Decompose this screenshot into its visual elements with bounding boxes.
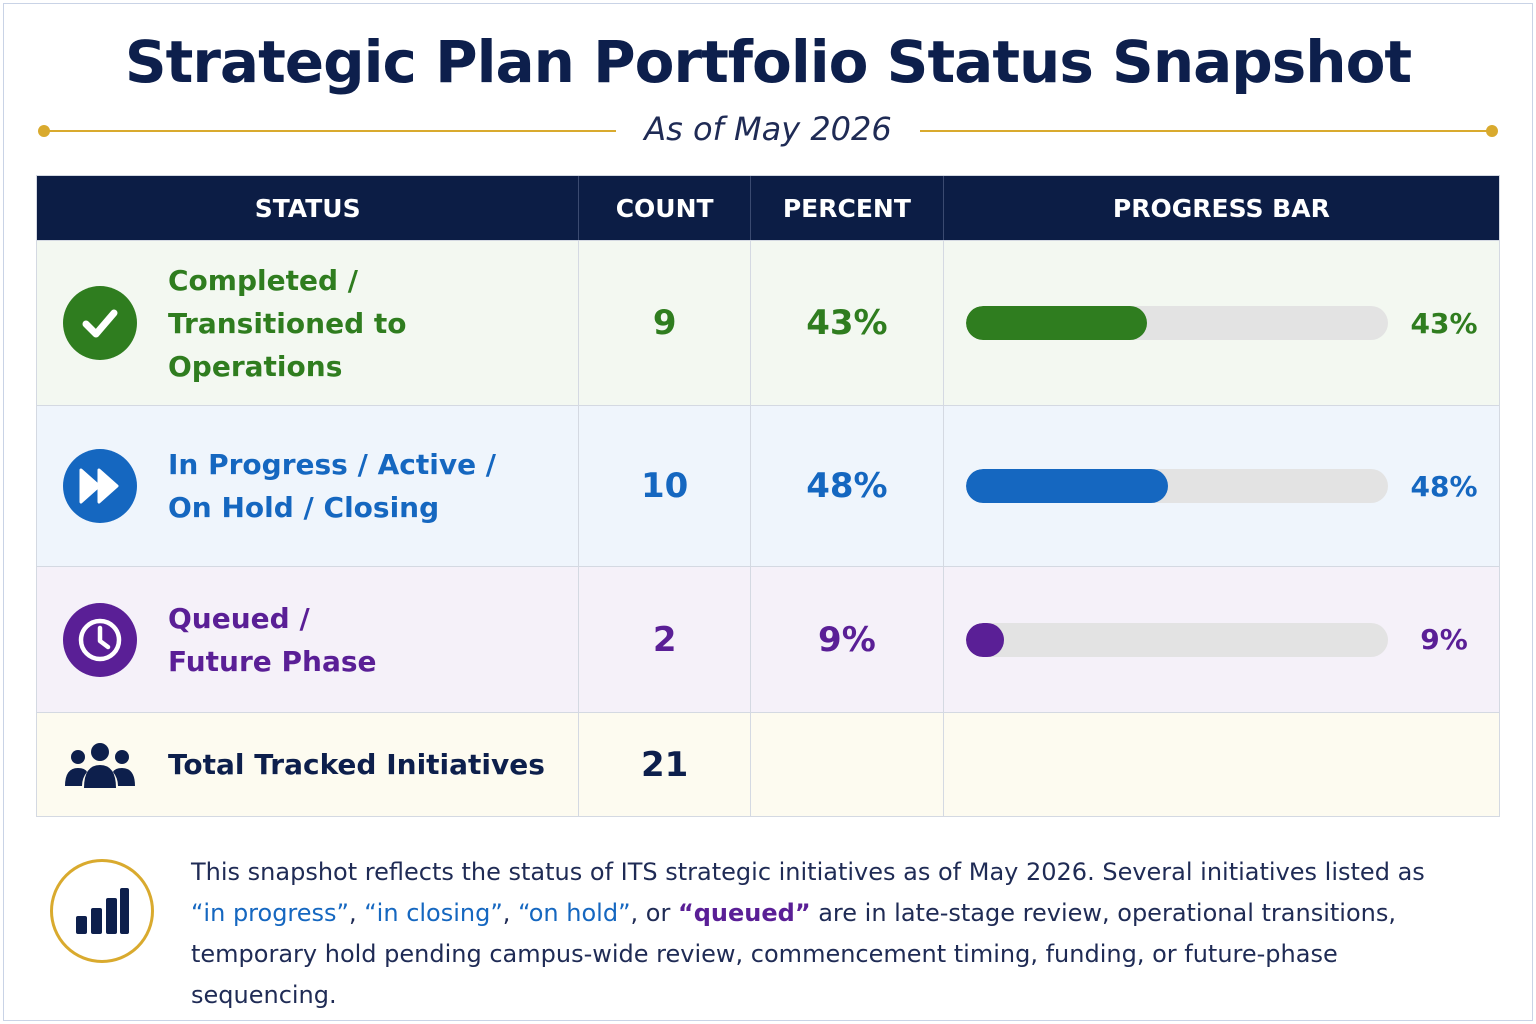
people-group-icon bbox=[65, 742, 135, 788]
status-cell: In Progress / Active / On Hold / Closing bbox=[37, 406, 580, 566]
table-row-completed: Completed / Transitioned to Operations 9… bbox=[37, 241, 1499, 406]
total-progress-empty bbox=[944, 713, 1499, 816]
page-title: Strategic Plan Portfolio Status Snapshot bbox=[124, 28, 1412, 96]
rule-right bbox=[920, 130, 1492, 132]
progress-label: 43% bbox=[1410, 306, 1478, 340]
progress-cell: 43% bbox=[944, 241, 1499, 405]
table-row-in-progress: In Progress / Active / On Hold / Closing… bbox=[37, 406, 1499, 567]
quote-in-progress: “in progress” bbox=[191, 899, 349, 927]
check-circle-icon bbox=[63, 286, 137, 360]
status-cell: Total Tracked Initiatives bbox=[37, 713, 580, 816]
status-table: STATUS COUNT PERCENT PROGRESS BAR Comple… bbox=[36, 175, 1500, 817]
count-value: 2 bbox=[579, 567, 752, 712]
progress-fill bbox=[965, 306, 1148, 340]
status-label: Queued / Future Phase bbox=[168, 601, 377, 678]
progress-label: 9% bbox=[1420, 623, 1468, 656]
total-count: 21 bbox=[579, 713, 752, 816]
count-value: 10 bbox=[579, 406, 752, 566]
header-status: STATUS bbox=[37, 176, 580, 240]
table-header-row: STATUS COUNT PERCENT PROGRESS BAR bbox=[37, 176, 1499, 241]
percent-value: 9% bbox=[751, 567, 944, 712]
header-count: COUNT bbox=[579, 176, 752, 240]
header-percent: PERCENT bbox=[751, 176, 944, 240]
subtitle: As of May 2026 bbox=[644, 110, 892, 148]
progress-label: 48% bbox=[1410, 469, 1478, 503]
status-cell: Queued / Future Phase bbox=[37, 567, 580, 712]
progress-track bbox=[965, 306, 1388, 340]
progress-cell: 48% bbox=[944, 406, 1499, 566]
rule-dot-right bbox=[1486, 125, 1498, 137]
clock-icon bbox=[63, 602, 137, 677]
progress-fill bbox=[965, 469, 1169, 503]
percent-value: 48% bbox=[751, 406, 944, 566]
bar-chart-icon bbox=[50, 859, 154, 963]
status-label: Completed / Transitioned to Operations bbox=[168, 263, 407, 383]
percent-value: 43% bbox=[751, 241, 944, 405]
subtitle-row: As of May 2026 bbox=[38, 110, 1498, 152]
progress-fill bbox=[965, 622, 1004, 657]
progress-track bbox=[965, 469, 1388, 503]
status-label: In Progress / Active / On Hold / Closing bbox=[168, 448, 497, 524]
quote-on-hold: “on hold” bbox=[518, 899, 631, 927]
total-percent-empty bbox=[751, 713, 944, 816]
quote-queued: “queued” bbox=[677, 899, 811, 927]
header-progress-bar: PROGRESS BAR bbox=[1112, 193, 1330, 223]
progress-track bbox=[965, 622, 1388, 657]
quote-in-closing: “in closing” bbox=[364, 899, 503, 927]
table-row-queued: Queued / Future Phase 2 9% 9% bbox=[37, 567, 1499, 713]
snapshot-note: This snapshot reflects the status of ITS… bbox=[191, 858, 1425, 1009]
status-cell: Completed / Transitioned to Operations bbox=[37, 241, 580, 405]
rule-left bbox=[44, 130, 616, 132]
total-label: Total Tracked Initiatives bbox=[168, 748, 545, 781]
fast-forward-icon bbox=[63, 449, 137, 523]
table-row-total: Total Tracked Initiatives 21 bbox=[37, 713, 1499, 816]
progress-cell: 9% bbox=[944, 567, 1499, 712]
page-frame bbox=[3, 3, 1533, 1021]
count-value: 9 bbox=[579, 241, 752, 405]
